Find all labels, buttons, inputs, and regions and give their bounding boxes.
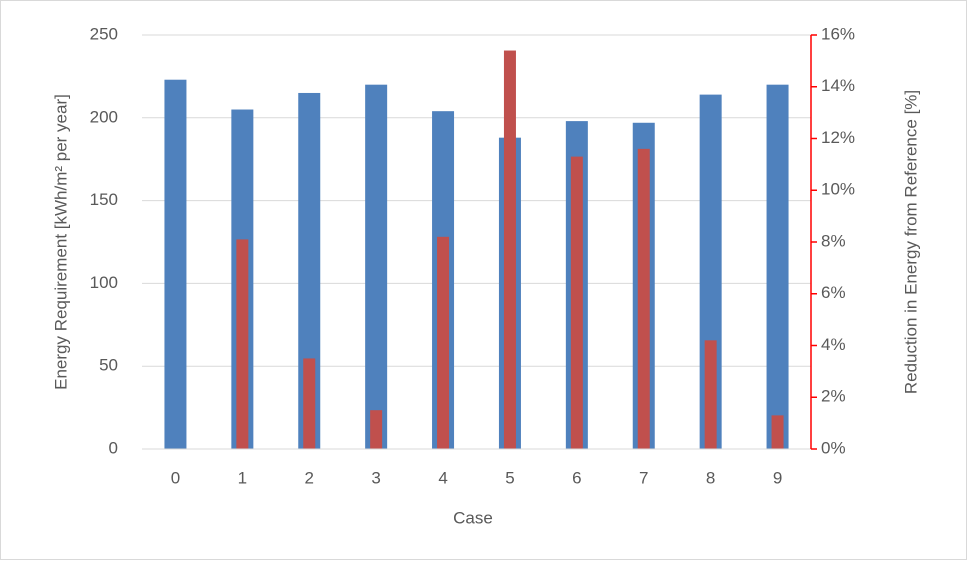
bar bbox=[303, 358, 316, 449]
bar bbox=[370, 410, 383, 449]
y2-tick-label: 6% bbox=[821, 283, 846, 302]
bar bbox=[365, 84, 388, 450]
y2-tick-label: 10% bbox=[821, 180, 855, 199]
x-tick-label: 8 bbox=[706, 468, 715, 487]
x-axis-label: Case bbox=[453, 508, 493, 527]
bar bbox=[637, 148, 650, 449]
bar bbox=[503, 50, 516, 450]
bar bbox=[570, 156, 583, 450]
x-tick-label: 0 bbox=[171, 468, 180, 487]
x-tick-label: 5 bbox=[505, 468, 514, 487]
y2-tick-label: 16% bbox=[821, 24, 855, 43]
x-tick-label: 7 bbox=[639, 468, 648, 487]
y-tick-label: 200 bbox=[90, 107, 118, 126]
y2-tick-label: 4% bbox=[821, 335, 846, 354]
x-tick-label: 2 bbox=[305, 468, 314, 487]
y-tick-label: 250 bbox=[90, 24, 118, 43]
y2-tick-label: 8% bbox=[821, 231, 846, 250]
y-tick-label: 0 bbox=[109, 438, 118, 457]
y2-tick-label: 14% bbox=[821, 76, 855, 95]
y-tick-label: 100 bbox=[90, 273, 118, 292]
y-tick-label: 150 bbox=[90, 190, 118, 209]
bar bbox=[766, 84, 789, 450]
y-axis-label: Energy Requirement [kWh/m² per year] bbox=[51, 94, 70, 390]
x-tick-label: 9 bbox=[773, 468, 782, 487]
y2-tick-label: 0% bbox=[821, 438, 846, 457]
y2-axis-label: Reduction in Energy from Reference [%] bbox=[901, 90, 920, 394]
bar bbox=[164, 79, 187, 449]
y2-tick-label: 12% bbox=[821, 128, 855, 147]
x-tick-label: 4 bbox=[438, 468, 447, 487]
x-tick-label: 1 bbox=[238, 468, 247, 487]
x-tick-label: 3 bbox=[371, 468, 380, 487]
y-tick-label: 50 bbox=[99, 356, 118, 375]
bar bbox=[236, 239, 249, 449]
y2-tick-label: 2% bbox=[821, 387, 846, 406]
bar bbox=[704, 340, 717, 449]
bar bbox=[771, 415, 784, 449]
bar bbox=[437, 236, 450, 449]
x-tick-label: 6 bbox=[572, 468, 581, 487]
